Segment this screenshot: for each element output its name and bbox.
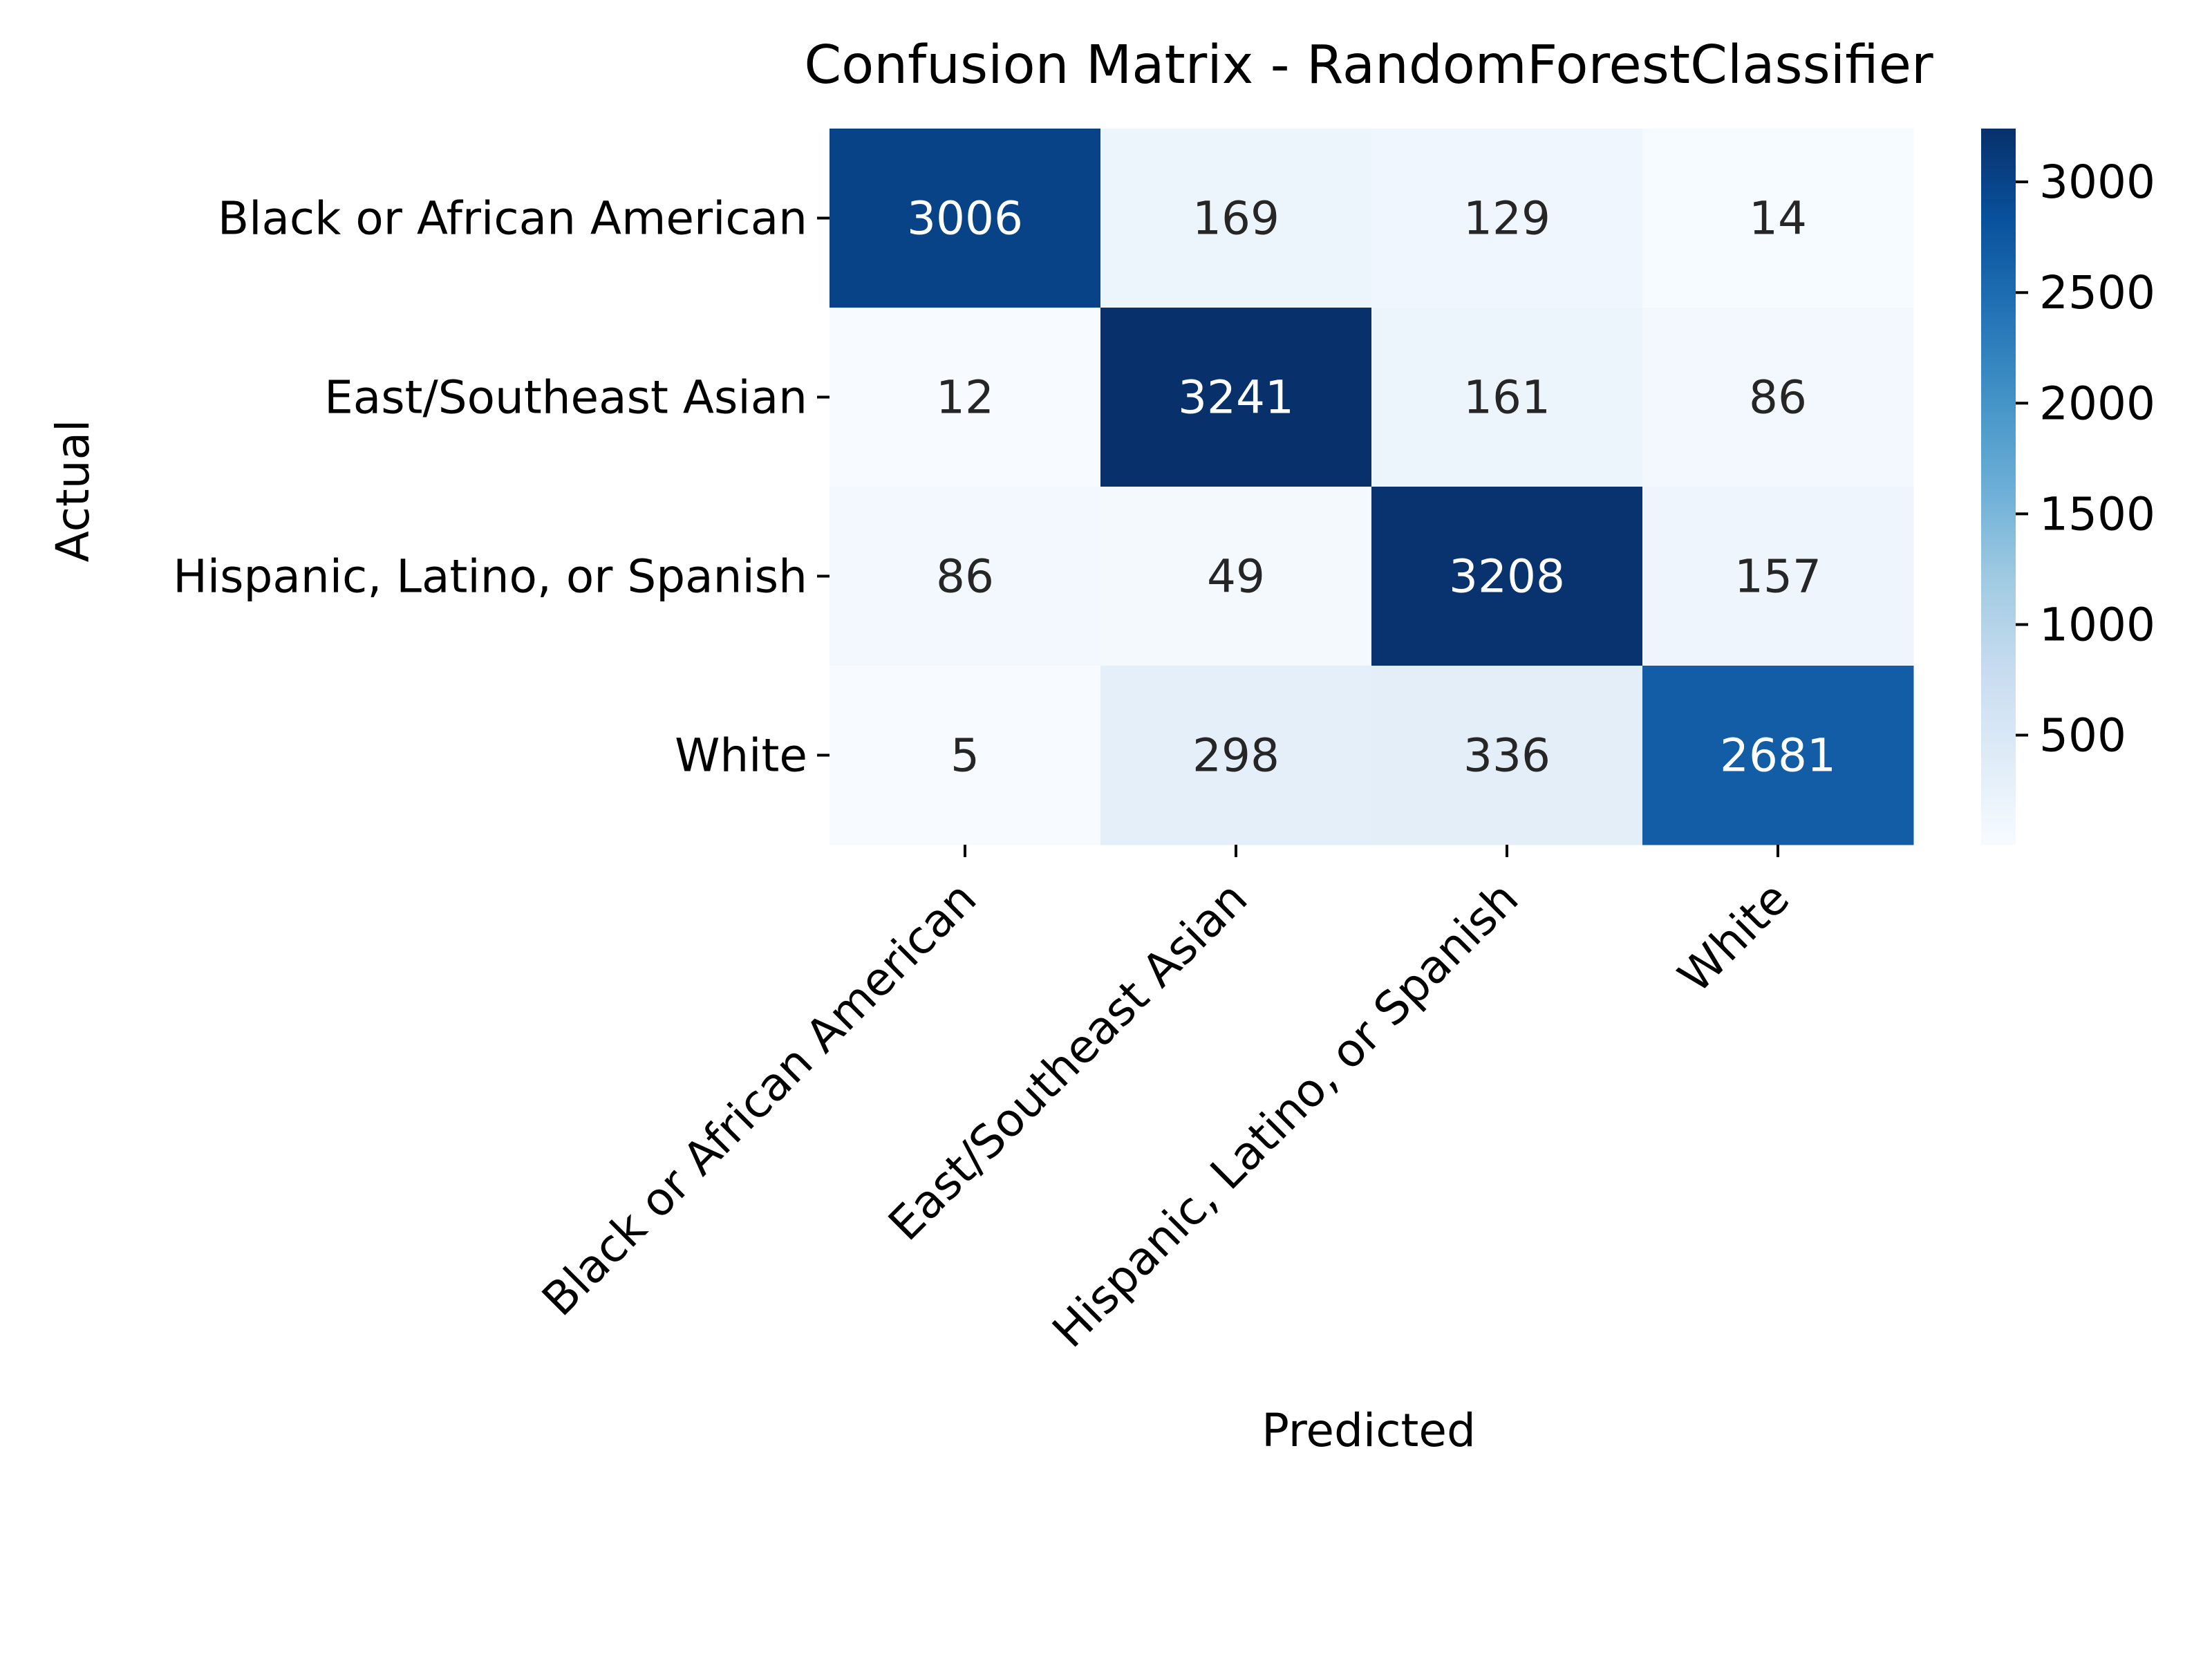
colorbar-tick-label: 1500 <box>2039 487 2155 541</box>
y-tick-label: East/Southeast Asian <box>324 371 807 424</box>
cell-value-label: 298 <box>1192 729 1280 782</box>
heatmap-cell <box>830 308 1101 487</box>
colorbar-tick-label: 500 <box>2039 709 2126 762</box>
y-axis-label: Actual <box>46 420 100 563</box>
colorbar-tick-label: 1000 <box>2039 598 2155 651</box>
y-tick-label: Black or African American <box>218 192 807 245</box>
heatmap-cell <box>1642 129 1914 308</box>
colorbar-tick-label: 2000 <box>2039 377 2155 430</box>
cell-value-label: 3241 <box>1178 371 1294 424</box>
colorbar-tick-label: 3000 <box>2039 156 2155 209</box>
heatmap-cell <box>1371 129 1643 308</box>
heatmap-cell <box>1371 308 1643 487</box>
cell-value-label: 14 <box>1749 192 1807 245</box>
heatmap-cell <box>830 129 1101 308</box>
y-tick-label: White <box>675 729 807 782</box>
cell-value-label: 161 <box>1463 371 1550 424</box>
cell-value-label: 12 <box>936 371 994 424</box>
cell-value-label: 3006 <box>907 192 1023 245</box>
heatmap-cell <box>1642 487 1914 666</box>
cell-value-label: 3208 <box>1449 550 1565 603</box>
colorbar-gradient <box>1981 129 2016 845</box>
heatmap-cell <box>1100 308 1372 487</box>
cell-value-label: 129 <box>1463 192 1550 245</box>
heatmap-cell <box>1642 666 1914 845</box>
x-tick-label: Black or African American <box>532 872 987 1327</box>
x-axis-label: Predicted <box>1262 1404 1476 1457</box>
cell-value-label: 49 <box>1207 550 1265 603</box>
heatmap-cell <box>1100 666 1372 845</box>
cell-value-label: 2681 <box>1720 729 1836 782</box>
cell-value-label: 86 <box>1749 371 1807 424</box>
heatmap-cell <box>830 487 1101 666</box>
cell-value-label: 5 <box>950 729 980 782</box>
heatmap-cell <box>1100 487 1372 666</box>
cell-value-label: 157 <box>1734 550 1821 603</box>
heatmap-cell <box>1642 308 1914 487</box>
cell-value-label: 169 <box>1192 192 1280 245</box>
colorbar-tick-label: 2500 <box>2039 266 2155 319</box>
x-tick-label: White <box>1668 872 1799 1003</box>
y-axis-ticks: Black or African American East/Southeast … <box>173 192 830 782</box>
heatmap-cell <box>1371 666 1643 845</box>
heatmap-cell <box>830 666 1101 845</box>
x-tick-label: Hispanic, Latino, or Spanish <box>1042 872 1528 1358</box>
chart-title: Confusion Matrix - RandomForestClassifie… <box>804 35 1933 96</box>
cell-value-label: 336 <box>1463 729 1550 782</box>
heatmap: 3006 169 129 14 12 3241 161 86 86 49 3208 157 5 298 33… <box>830 129 1914 845</box>
heatmap-cell <box>1371 487 1643 666</box>
colorbar: 500 1000 1500 2000 2500 3000 <box>1981 129 2155 845</box>
cell-value-label: 86 <box>936 550 994 603</box>
heatmap-cell <box>1100 129 1372 308</box>
x-axis-ticks: Black or African AmericanEast/Southeast … <box>532 845 1799 1358</box>
y-tick-label: Hispanic, Latino, or Spanish <box>173 550 807 603</box>
